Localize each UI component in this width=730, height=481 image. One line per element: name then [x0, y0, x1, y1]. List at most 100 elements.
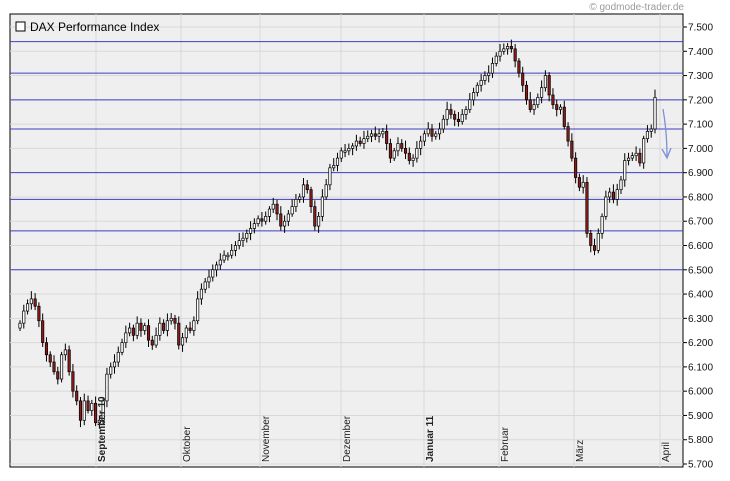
candle [494, 52, 498, 67]
y-tick-label: 6.500 [688, 265, 713, 276]
candle [63, 343, 67, 361]
candle [615, 183, 619, 206]
candle [419, 135, 423, 156]
candle [222, 250, 226, 263]
candle [298, 193, 302, 203]
candle [124, 325, 128, 348]
candle [407, 147, 411, 165]
candle [445, 101, 449, 126]
candle [536, 93, 540, 109]
y-tick-label: 6.900 [688, 168, 713, 179]
candle [551, 88, 555, 110]
candle [86, 395, 90, 414]
candle [120, 338, 124, 356]
x-tick-label: November [261, 415, 272, 462]
candle [558, 104, 563, 115]
candle [214, 261, 219, 277]
candle [112, 354, 117, 374]
candle [52, 355, 56, 375]
candle [430, 124, 434, 142]
candle [653, 89, 657, 134]
candle [626, 152, 631, 166]
candle [78, 396, 83, 428]
candle [180, 332, 185, 352]
candle [385, 124, 389, 151]
y-tick-label: 5.700 [688, 460, 713, 471]
resistance-support-lines [10, 41, 683, 271]
candle [275, 199, 279, 221]
candle [313, 200, 317, 231]
candle [71, 363, 75, 398]
candle [67, 345, 71, 376]
candle [75, 385, 79, 406]
candle [403, 140, 408, 160]
y-tick-label: 7.000 [688, 144, 713, 155]
candle [570, 133, 574, 162]
candle [479, 74, 483, 92]
candle [490, 57, 495, 78]
candle [592, 238, 597, 256]
down-arrow-icon [661, 108, 672, 160]
candle [396, 137, 400, 157]
y-tick-label: 5.900 [688, 411, 713, 422]
plot-area [9, 13, 684, 468]
candle [199, 283, 203, 305]
candle [366, 130, 370, 143]
candle [464, 106, 468, 120]
candle [596, 228, 600, 254]
candle [521, 66, 525, 93]
candle [192, 316, 196, 336]
y-tick-label: 7.500 [688, 23, 713, 34]
candle [22, 304, 26, 329]
candle [415, 141, 419, 163]
candle [294, 194, 298, 212]
candle [475, 82, 479, 97]
candle [604, 190, 608, 220]
candle [498, 43, 502, 62]
candle [369, 129, 374, 143]
candle [230, 244, 234, 259]
candle [328, 163, 332, 191]
candle [177, 316, 181, 350]
candle [358, 136, 362, 147]
candle [623, 153, 627, 187]
candle [506, 43, 510, 55]
y-tick-label: 6.700 [688, 217, 713, 228]
candle [97, 415, 101, 429]
candle [547, 72, 551, 102]
candle [392, 147, 396, 162]
candle [422, 130, 426, 146]
candle [33, 293, 37, 311]
y-tick-label: 6.200 [688, 338, 713, 349]
candle [116, 346, 120, 367]
candle [532, 98, 536, 115]
candle [343, 144, 347, 158]
candle [634, 146, 638, 162]
candle [169, 312, 173, 325]
candle [101, 397, 105, 425]
candle [188, 321, 192, 334]
candle [48, 351, 52, 367]
candle [332, 158, 336, 172]
y-tick-label: 7.100 [688, 120, 713, 131]
candle [158, 317, 162, 341]
candle [472, 87, 476, 106]
candle [267, 206, 272, 223]
candle [566, 122, 570, 147]
candle [453, 110, 457, 127]
x-tick-label: Dezember [342, 415, 353, 462]
candle [524, 80, 529, 105]
candle [317, 211, 321, 233]
candle [585, 177, 589, 238]
candle [237, 232, 241, 250]
y-tick-label: 6.600 [688, 241, 713, 252]
candle [184, 325, 188, 343]
candle [555, 99, 559, 117]
candle [320, 189, 324, 222]
candle [82, 393, 86, 426]
candle [347, 143, 351, 156]
candle [487, 65, 491, 83]
candle [441, 114, 445, 133]
candle [26, 299, 30, 315]
candle [241, 232, 245, 247]
